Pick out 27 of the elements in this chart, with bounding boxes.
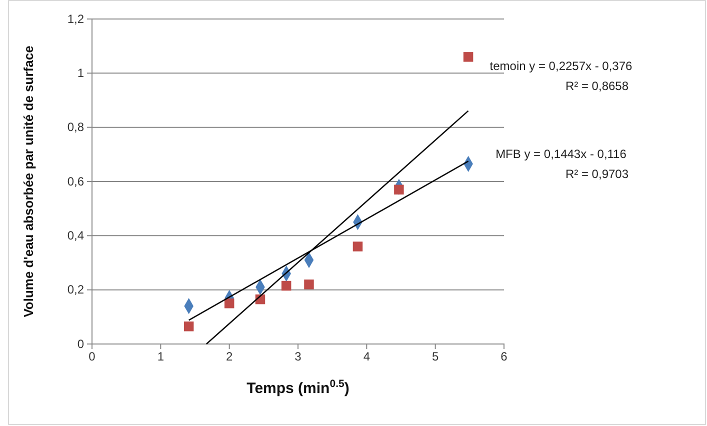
annotation: MFB y = 0,1443x - 0,116 xyxy=(496,147,627,161)
x-tick-label: 4 xyxy=(363,350,370,364)
y-axis-title: Volume d'eau absorbée par unité de surface xyxy=(21,46,36,318)
y-tick-label: 0,4 xyxy=(67,228,84,243)
x-tick-label: 3 xyxy=(294,350,302,364)
point xyxy=(463,52,474,62)
text: R² = 0,9703 xyxy=(565,167,629,181)
point xyxy=(224,298,234,308)
point xyxy=(304,280,314,290)
x-tick-label: 1 xyxy=(157,350,164,364)
x-axis-title: Temps (min$^{0.5}$) xyxy=(246,378,350,397)
point xyxy=(184,322,194,332)
y-tick-label: 0,6 xyxy=(67,174,84,188)
x-tick-label: 6 xyxy=(500,350,508,364)
text: R² = 0,8658 xyxy=(565,79,629,93)
y-tick-label: 0,8 xyxy=(67,120,84,134)
x-tick-label: 0 xyxy=(88,350,96,364)
annotation: temoin y = 0,2257x - 0,376 xyxy=(490,59,633,73)
x-tick-label: 2 xyxy=(226,350,233,364)
x-tick-label: 5 xyxy=(432,350,439,364)
point xyxy=(394,184,404,194)
point xyxy=(281,280,292,291)
y-tick-label: 1,2 xyxy=(67,12,84,26)
y-tick-label: 0,2 xyxy=(67,282,84,297)
y-tick-label: 0 xyxy=(77,336,84,351)
y-tick-label: 1 xyxy=(77,66,84,80)
point xyxy=(352,242,363,252)
